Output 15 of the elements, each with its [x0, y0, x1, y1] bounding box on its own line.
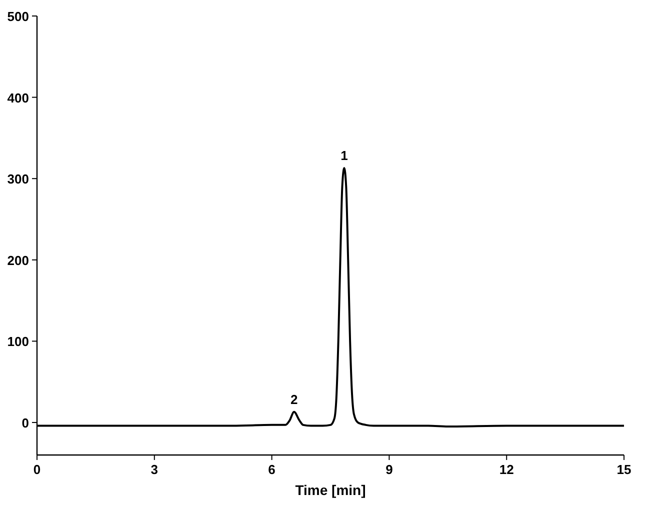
y-tick-label: 100: [7, 334, 29, 350]
x-tick-label: 3: [150, 462, 158, 477]
x-tick-label: 9: [386, 462, 393, 477]
y-tick-label: 200: [7, 252, 29, 268]
y-tick-label: 300: [7, 172, 29, 187]
x-tick-label: 6: [268, 462, 276, 477]
y-tick-label: 500: [7, 9, 29, 24]
x-tick-label: 0: [33, 462, 41, 477]
x-tick-label: 12: [499, 462, 514, 477]
y-tick-label: 0: [22, 415, 29, 430]
annotation: 1: [340, 148, 348, 164]
y-tick-label: 400: [7, 90, 29, 106]
x-tick-label: 15: [616, 462, 632, 477]
annotation: 2: [290, 392, 298, 407]
x-axis-title: Time [min]: [295, 482, 366, 498]
